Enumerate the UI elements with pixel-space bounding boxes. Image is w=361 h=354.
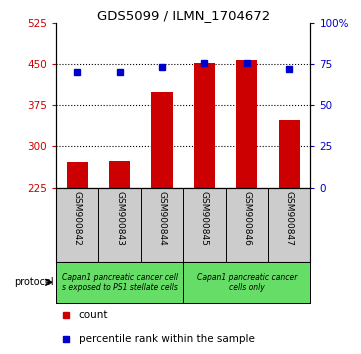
Bar	[109, 161, 130, 188]
Bar	[151, 92, 173, 188]
Text: percentile rank within the sample: percentile rank within the sample	[79, 333, 255, 343]
Text: GSM900844: GSM900844	[157, 191, 166, 246]
Text: protocol: protocol	[14, 277, 53, 287]
Text: GSM900845: GSM900845	[200, 191, 209, 246]
Text: count: count	[79, 310, 108, 320]
Bar	[56, 262, 183, 303]
Text: GSM900842: GSM900842	[73, 191, 82, 246]
Bar	[183, 262, 310, 303]
Bar	[66, 162, 88, 188]
Bar	[56, 262, 310, 303]
Title: GDS5099 / ILMN_1704672: GDS5099 / ILMN_1704672	[97, 9, 270, 22]
Bar	[236, 60, 257, 188]
Text: GSM900843: GSM900843	[115, 191, 124, 246]
Text: Capan1 pancreatic cancer cell
s exposed to PS1 stellate cells: Capan1 pancreatic cancer cell s exposed …	[62, 273, 178, 292]
Text: GSM900846: GSM900846	[242, 191, 251, 246]
Bar	[194, 63, 215, 188]
Text: Capan1 pancreatic cancer
cells only: Capan1 pancreatic cancer cells only	[197, 273, 297, 292]
Bar	[279, 120, 300, 188]
Text: GSM900847: GSM900847	[285, 191, 294, 246]
